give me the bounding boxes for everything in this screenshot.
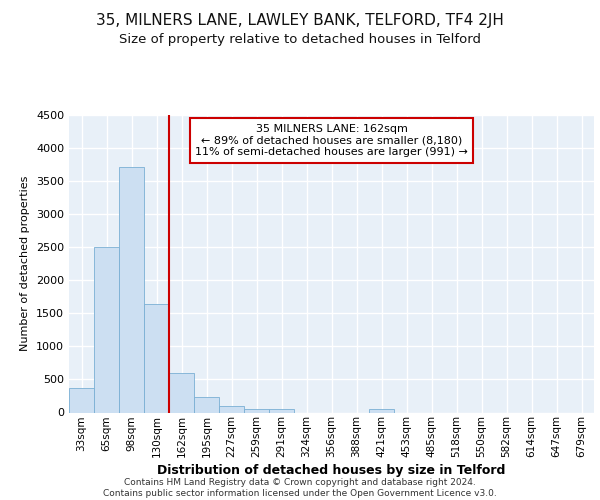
Text: 35, MILNERS LANE, LAWLEY BANK, TELFORD, TF4 2JH: 35, MILNERS LANE, LAWLEY BANK, TELFORD, … xyxy=(96,12,504,28)
Bar xyxy=(119,166,144,412)
Text: Size of property relative to detached houses in Telford: Size of property relative to detached ho… xyxy=(119,32,481,46)
Bar xyxy=(194,396,219,412)
Bar xyxy=(269,409,294,412)
Y-axis label: Number of detached properties: Number of detached properties xyxy=(20,176,31,352)
Text: 35 MILNERS LANE: 162sqm
← 89% of detached houses are smaller (8,180)
11% of semi: 35 MILNERS LANE: 162sqm ← 89% of detache… xyxy=(195,124,468,157)
X-axis label: Distribution of detached houses by size in Telford: Distribution of detached houses by size … xyxy=(157,464,506,477)
Bar xyxy=(369,409,394,412)
Bar xyxy=(244,409,269,412)
Bar xyxy=(69,388,94,412)
Text: Contains HM Land Registry data © Crown copyright and database right 2024.
Contai: Contains HM Land Registry data © Crown c… xyxy=(103,478,497,498)
Bar xyxy=(169,373,194,412)
Bar xyxy=(144,304,169,412)
Bar xyxy=(94,247,119,412)
Bar xyxy=(219,406,244,412)
